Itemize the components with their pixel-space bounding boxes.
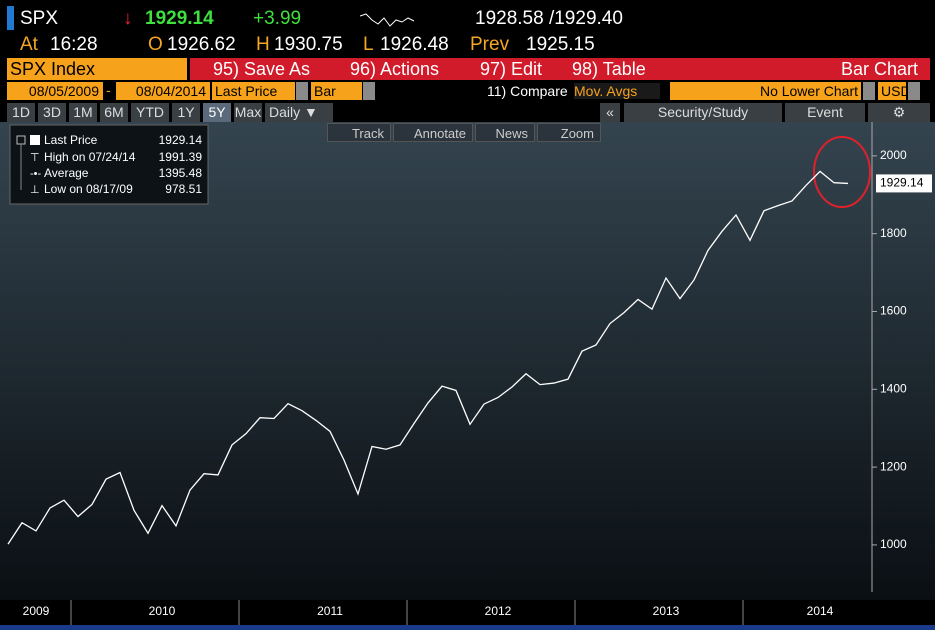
field-select[interactable]: Last Price [212, 82, 295, 100]
stat-label: Low on 08/17/09 [44, 182, 133, 196]
dropdown[interactable] [363, 82, 375, 100]
chart-tool[interactable]: News [475, 123, 535, 142]
currency[interactable]: USD [878, 82, 911, 100]
time: 16:28 [50, 34, 98, 55]
style-select[interactable]: Bar [311, 82, 362, 100]
y-tick-label: 1400 [880, 381, 907, 395]
last-price: 1929.14 [145, 8, 214, 29]
last-price-tag-label: 1929.14 [880, 176, 924, 190]
open-label: O [148, 34, 163, 55]
x-axis-strip [0, 600, 935, 625]
open: 1926.62 [167, 34, 236, 55]
view-name: Bar Chart [840, 59, 918, 79]
x-tick-label: 2010 [149, 604, 176, 618]
chart-tool[interactable]: Annotate [393, 123, 473, 142]
stat-value: 1991.39 [159, 150, 203, 164]
period-button[interactable]: 5Y [203, 103, 231, 122]
stat-label: Average [44, 166, 89, 180]
y-tick-label: 2000 [880, 148, 907, 162]
y-tick-label: 1600 [880, 304, 907, 318]
legend-icon: ⊥ [30, 184, 40, 196]
legend-icon: -•- [30, 168, 42, 180]
stat-value: 1395.48 [159, 166, 203, 180]
net-change: +3.99 [253, 8, 302, 29]
legend-swatch [30, 135, 40, 145]
stat-label: High on 07/24/14 [44, 150, 136, 164]
menu-item[interactable]: 98) Table [572, 59, 646, 79]
period-button[interactable]: 6M [100, 103, 128, 122]
y-tick-label: 1800 [880, 226, 907, 240]
collapse-button[interactable]: « [600, 103, 620, 122]
x-tick-label: 2014 [807, 604, 834, 618]
chart-tool[interactable]: Track [327, 123, 391, 142]
settings-button[interactable]: ⚙ [868, 103, 930, 122]
low: 1926.48 [380, 34, 449, 55]
event-button[interactable]: Event [785, 103, 865, 122]
price-line [7, 170, 849, 545]
menu-item[interactable]: 95) Save As [213, 59, 311, 79]
low-label: L [363, 34, 374, 55]
study-button[interactable]: Security/Study [624, 103, 782, 122]
menu-bar [190, 58, 930, 80]
legend-icon: ⊤ [30, 152, 40, 164]
prev-label: Prev [470, 34, 510, 55]
security-field[interactable]: SPX Index [7, 58, 187, 80]
x-tick-label: 2013 [653, 604, 680, 618]
last-price-tag [876, 174, 932, 193]
period-button[interactable]: 1M [69, 103, 97, 122]
dropdown[interactable] [863, 82, 875, 100]
dropdown[interactable] [296, 82, 308, 100]
mov-avgs[interactable]: Mov. Avgs [574, 83, 660, 99]
legend-label: Last Price [44, 133, 98, 147]
dropdown[interactable] [908, 82, 920, 100]
chart-tool[interactable]: Zoom [537, 123, 601, 142]
x-tick-label: 2009 [23, 604, 50, 618]
sparkline [360, 13, 415, 27]
menu-item[interactable]: 97) Edit [480, 59, 543, 79]
stat-value: 978.51 [165, 182, 202, 196]
ticker-marker [7, 6, 14, 30]
y-tick-label: 1000 [880, 537, 907, 551]
x-tick-label: 2011 [317, 604, 343, 618]
annotation-circle [813, 136, 871, 208]
period-button[interactable]: 3D [38, 103, 66, 122]
high-label: H [256, 34, 270, 55]
legend-value: 1929.14 [159, 133, 203, 147]
change-arrow: ↓ [123, 8, 133, 29]
ticker: SPX [20, 8, 59, 29]
period-button[interactable]: 1D [7, 103, 35, 122]
frequency-select[interactable]: Daily ▼ [265, 103, 333, 122]
period-button[interactable]: YTD [131, 103, 169, 122]
chart: 1000 1200 1400 1600 1800 2000 2009 2010 2011 2012… [0, 122, 935, 630]
time-label: At [20, 34, 38, 55]
legend-box [9, 124, 209, 205]
prev: 1925.15 [526, 34, 595, 55]
menu-item[interactable]: 96) Actions [350, 59, 440, 79]
compare-button[interactable]: 11) Compare [487, 83, 568, 99]
period-button[interactable]: Max [234, 103, 262, 122]
lower-chart[interactable]: No Lower Chart [670, 82, 861, 100]
high: 1930.75 [274, 34, 343, 55]
start-date[interactable]: 08/05/2009 [7, 82, 103, 100]
date-separator: - [106, 82, 111, 98]
bid-ask: 1928.58 /1929.40 [475, 8, 623, 29]
y-tick-label: 1200 [880, 459, 907, 473]
x-tick-label: 2012 [485, 604, 512, 618]
bottom-strip [0, 625, 935, 630]
period-button[interactable]: 1Y [172, 103, 200, 122]
end-date[interactable]: 08/04/2014 [116, 82, 210, 100]
